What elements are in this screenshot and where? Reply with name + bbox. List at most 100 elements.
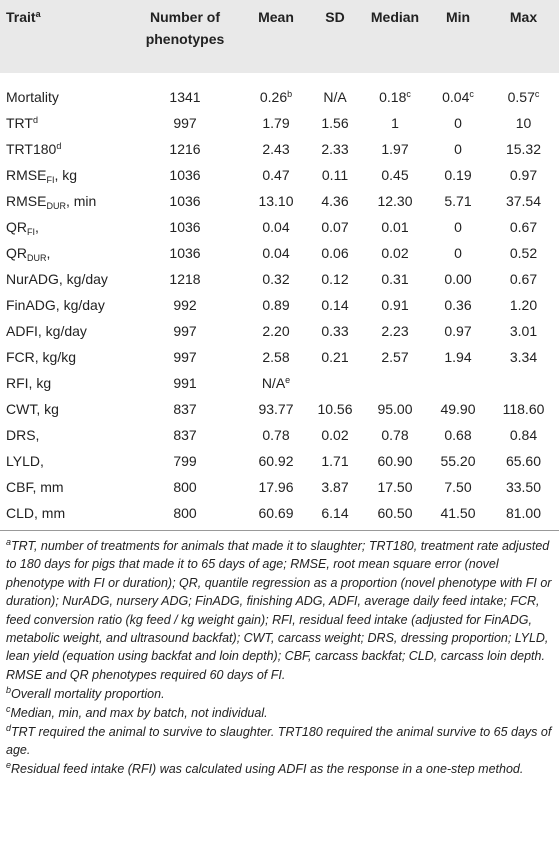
value-cell: 10.56: [317, 401, 353, 417]
data-table: Traita Number of phenotypes Mean SD Median Mi…: [0, 0, 559, 531]
cell-text: ,: [35, 219, 39, 235]
value-cell: 0.32: [262, 271, 290, 287]
value-cell: 0.11: [321, 167, 349, 183]
cell-text: N/A: [261, 375, 286, 391]
table-row: CLD, mm 800 60.69 6.14 60.50 41.50 81.00: [0, 500, 559, 531]
table-row: ADFI, kg/day 997 2.20 0.33 2.23 0.97 3.01: [0, 318, 559, 344]
value-cell: 0.19: [444, 167, 472, 183]
trait-cell: ADFI, kg/day: [6, 323, 87, 339]
table-body: Mortality 1341 0.26b N/A 0.18c 0.04c 0.57c TRTd…: [0, 73, 559, 531]
trait-cell: CBF, mm: [6, 479, 64, 495]
trait-cell: DRS,: [6, 427, 40, 443]
footnotes: aTRT, number of treatments for animals t…: [0, 531, 559, 778]
value-cell: 800: [173, 479, 197, 495]
value-cell: 0.97: [444, 323, 472, 339]
header-cell: Min: [445, 9, 471, 25]
value-cell: 0.02: [321, 427, 349, 443]
value-cell: 0.36: [444, 297, 472, 313]
value-cell: 12.30: [377, 193, 413, 209]
trait-cell: Mortality: [6, 89, 59, 105]
value-cell: 0.67: [509, 219, 538, 235]
value-cell: 992: [173, 297, 197, 313]
value-cell: 2.20: [262, 323, 290, 339]
value-cell: 3.87: [321, 479, 349, 495]
value-cell: [488, 370, 559, 396]
superscript: b: [287, 89, 293, 99]
superscript: a: [35, 9, 41, 19]
value-cell: 2.58: [262, 349, 290, 365]
value-cell: [362, 370, 428, 396]
value-cell: 41.50: [428, 500, 488, 531]
value-cell: 55.20: [440, 453, 476, 469]
value-cell: 0.12: [321, 271, 349, 287]
footnote: eResidual feed intake (RFI) was calculat…: [6, 760, 553, 778]
value-cell: 0.21: [321, 349, 349, 365]
value-cell: 0.45: [381, 167, 409, 183]
value-cell: 3.01: [509, 323, 538, 339]
cell-text: 0.57: [507, 89, 535, 105]
value-cell: 0.91: [381, 297, 409, 313]
value-cell: 60.90: [377, 453, 413, 469]
table-row: CWT, kg 837 93.77 10.56 95.00 49.90 118.60: [0, 396, 559, 422]
value-cell: 997: [173, 323, 197, 339]
value-cell: 6.14: [308, 500, 362, 531]
value-cell: 5.71: [444, 193, 472, 209]
value-cell: 17.96: [258, 479, 294, 495]
value-cell: 991: [173, 375, 197, 391]
trait-cell: TRTd: [0, 110, 126, 136]
value-cell: N/Ae: [244, 370, 308, 396]
superscript: e: [285, 375, 291, 385]
table-row: FCR, kg/kg 997 2.58 0.21 2.57 1.94 3.34: [0, 344, 559, 370]
value-cell: 0.04: [262, 245, 290, 261]
cell-text: 0.26: [259, 89, 288, 105]
value-cell: 799: [173, 453, 197, 469]
footnote-text: TRT required the animal to survive to sl…: [6, 724, 552, 757]
footnote: aTRT, number of treatments for animals t…: [6, 537, 553, 684]
value-cell: 0.00: [444, 271, 472, 287]
subscript: FI: [27, 227, 35, 237]
value-cell: 118.60: [502, 401, 545, 417]
trait-cell: NurADG, kg/day: [6, 271, 108, 287]
value-cell: 1: [391, 115, 399, 131]
value-cell: 1216: [169, 141, 201, 157]
footnote: dTRT required the animal to survive to s…: [6, 723, 553, 760]
value-cell: 0.97: [509, 167, 538, 183]
table-row: RMSEDUR, min 1036 13.10 4.36 12.30 5.71 37.54: [0, 188, 559, 214]
value-cell: 0.18c: [362, 73, 428, 110]
superscript: d: [56, 141, 62, 151]
header-cell: Max: [509, 9, 538, 25]
subscript: DUR: [46, 201, 66, 211]
cell-text: Trait: [6, 9, 36, 25]
value-cell: 1218: [169, 271, 201, 287]
value-cell: 33.50: [505, 479, 542, 495]
header-cell: Mean: [258, 9, 294, 25]
table-row: CBF, mm 800 17.96 3.87 17.50 7.50 33.50: [0, 474, 559, 500]
header-row: Traita Number of phenotypes Mean SD Median Mi…: [0, 0, 559, 73]
value-cell: 3.34: [509, 349, 538, 365]
value-cell: 13.10: [258, 193, 294, 209]
value-cell: 1036: [169, 219, 201, 235]
value-cell: 0.78: [262, 427, 290, 443]
header-cell: Median: [370, 9, 420, 25]
value-cell: [308, 370, 362, 396]
footnote-marker: d: [6, 722, 12, 733]
footnote-marker: b: [6, 684, 12, 695]
footnote-text: Median, min, and max by batch, not indiv…: [10, 705, 268, 720]
table-header: Traita Number of phenotypes Mean SD Median Mi…: [0, 0, 559, 73]
footnote-marker: e: [6, 759, 12, 770]
value-cell: 49.90: [440, 401, 476, 417]
table-row: TRTd 997 1.79 1.56 1 0 10: [0, 110, 559, 136]
cell-text: 0.18: [379, 89, 407, 105]
value-cell: 0.04: [262, 219, 290, 235]
cell-text: ,: [46, 245, 51, 261]
value-cell: 81.00: [488, 500, 559, 531]
value-cell: 0.33: [321, 323, 349, 339]
footnote-text: TRT, number of treatments for animals th…: [6, 539, 552, 682]
subscript: FI: [46, 175, 55, 185]
value-cell: 2.57: [381, 349, 409, 365]
footnote: cMedian, min, and max by batch, not indi…: [6, 704, 553, 722]
value-cell: 0.78: [381, 427, 409, 443]
table-row: RFI, kg 991 N/Ae: [0, 370, 559, 396]
value-cell: 0.68: [444, 427, 472, 443]
value-cell: 7.50: [444, 479, 472, 495]
